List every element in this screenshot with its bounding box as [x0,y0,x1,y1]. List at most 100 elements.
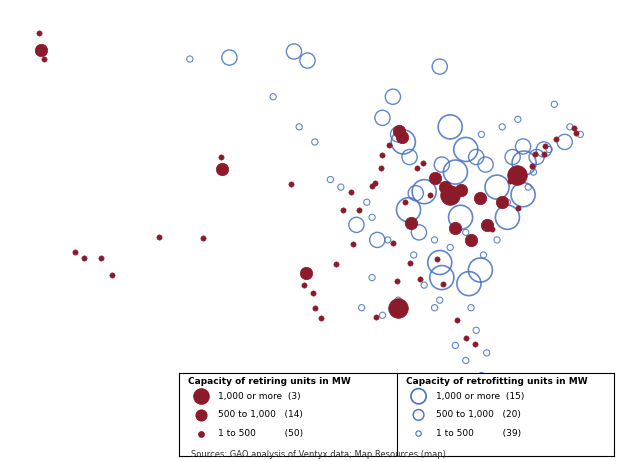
Point [316,314,326,322]
Point [559,138,570,146]
Point [539,146,549,153]
Point [216,154,226,161]
Point [408,251,419,259]
Point [540,143,550,150]
Point [348,241,358,248]
Point [492,183,502,191]
Point [39,55,49,63]
Text: 500 to 1,000   (14): 500 to 1,000 (14) [218,410,303,420]
Point [268,93,278,100]
Point [418,160,428,167]
Point [378,152,388,159]
Point [512,171,522,179]
Point [502,213,513,221]
Point [300,281,310,289]
Point [224,54,234,61]
Point [414,229,424,236]
Point [431,256,442,263]
Point [464,280,474,287]
Point [445,191,455,198]
Point [400,199,410,206]
Point [440,183,450,191]
Point [404,259,415,266]
Point [336,183,346,191]
Point [403,206,413,213]
Text: 1 to 500          (50): 1 to 500 (50) [218,429,303,438]
Point [466,304,476,312]
Point [370,179,380,186]
Point [445,123,455,130]
Point [492,236,502,243]
Point [185,55,195,63]
Point [513,205,523,212]
Point [452,316,463,324]
Point [397,134,408,141]
Text: Capacity of retrofitting units in MW: Capacity of retrofitting units in MW [406,377,587,386]
Point [393,131,403,138]
Point [372,236,382,243]
Point [388,93,398,100]
Point [508,154,518,161]
Point [429,236,440,243]
Point [486,225,497,233]
Point [429,304,440,312]
Point [451,168,461,176]
Point [551,135,561,142]
Point [478,251,488,259]
Point [196,430,206,437]
Point [378,312,388,319]
Point [436,161,447,168]
Point [34,30,44,37]
Point [425,191,435,198]
Point [367,274,377,281]
Point [392,277,402,284]
Point [301,269,312,277]
Point [497,199,508,206]
Point [413,430,424,437]
Point [436,274,447,281]
Point [435,63,445,70]
Point [531,154,541,161]
Point [393,304,403,312]
Point [338,206,348,213]
Point [419,281,429,289]
Point [476,372,486,379]
Point [481,349,492,357]
Point [438,280,448,287]
Point [356,304,367,312]
Point [404,154,415,161]
Point [466,236,476,243]
Point [376,164,387,171]
Point [471,327,481,334]
Point [367,182,377,189]
Point [504,177,515,185]
Point [393,296,403,304]
Point [471,375,481,382]
Point [471,154,481,161]
Point [481,161,491,168]
Point [310,304,320,312]
Text: 1,000 or more  (15): 1,000 or more (15) [436,392,524,401]
Point [565,123,575,130]
Point [419,188,429,195]
Point [294,123,304,130]
Point [289,48,299,55]
Point [367,213,377,221]
Point [96,254,106,262]
Point [351,221,362,229]
Point [518,191,528,198]
Point [571,129,581,136]
Point [461,229,471,236]
Point [411,189,421,197]
Point [196,411,206,419]
Point [451,342,461,349]
Point [34,48,44,55]
Point [435,296,445,304]
Point [569,124,579,132]
Point [325,176,335,183]
Text: 1,000 or more  (3): 1,000 or more (3) [218,392,301,401]
Point [394,128,404,135]
Point [415,275,425,283]
Point [461,146,471,153]
Point [513,116,523,123]
